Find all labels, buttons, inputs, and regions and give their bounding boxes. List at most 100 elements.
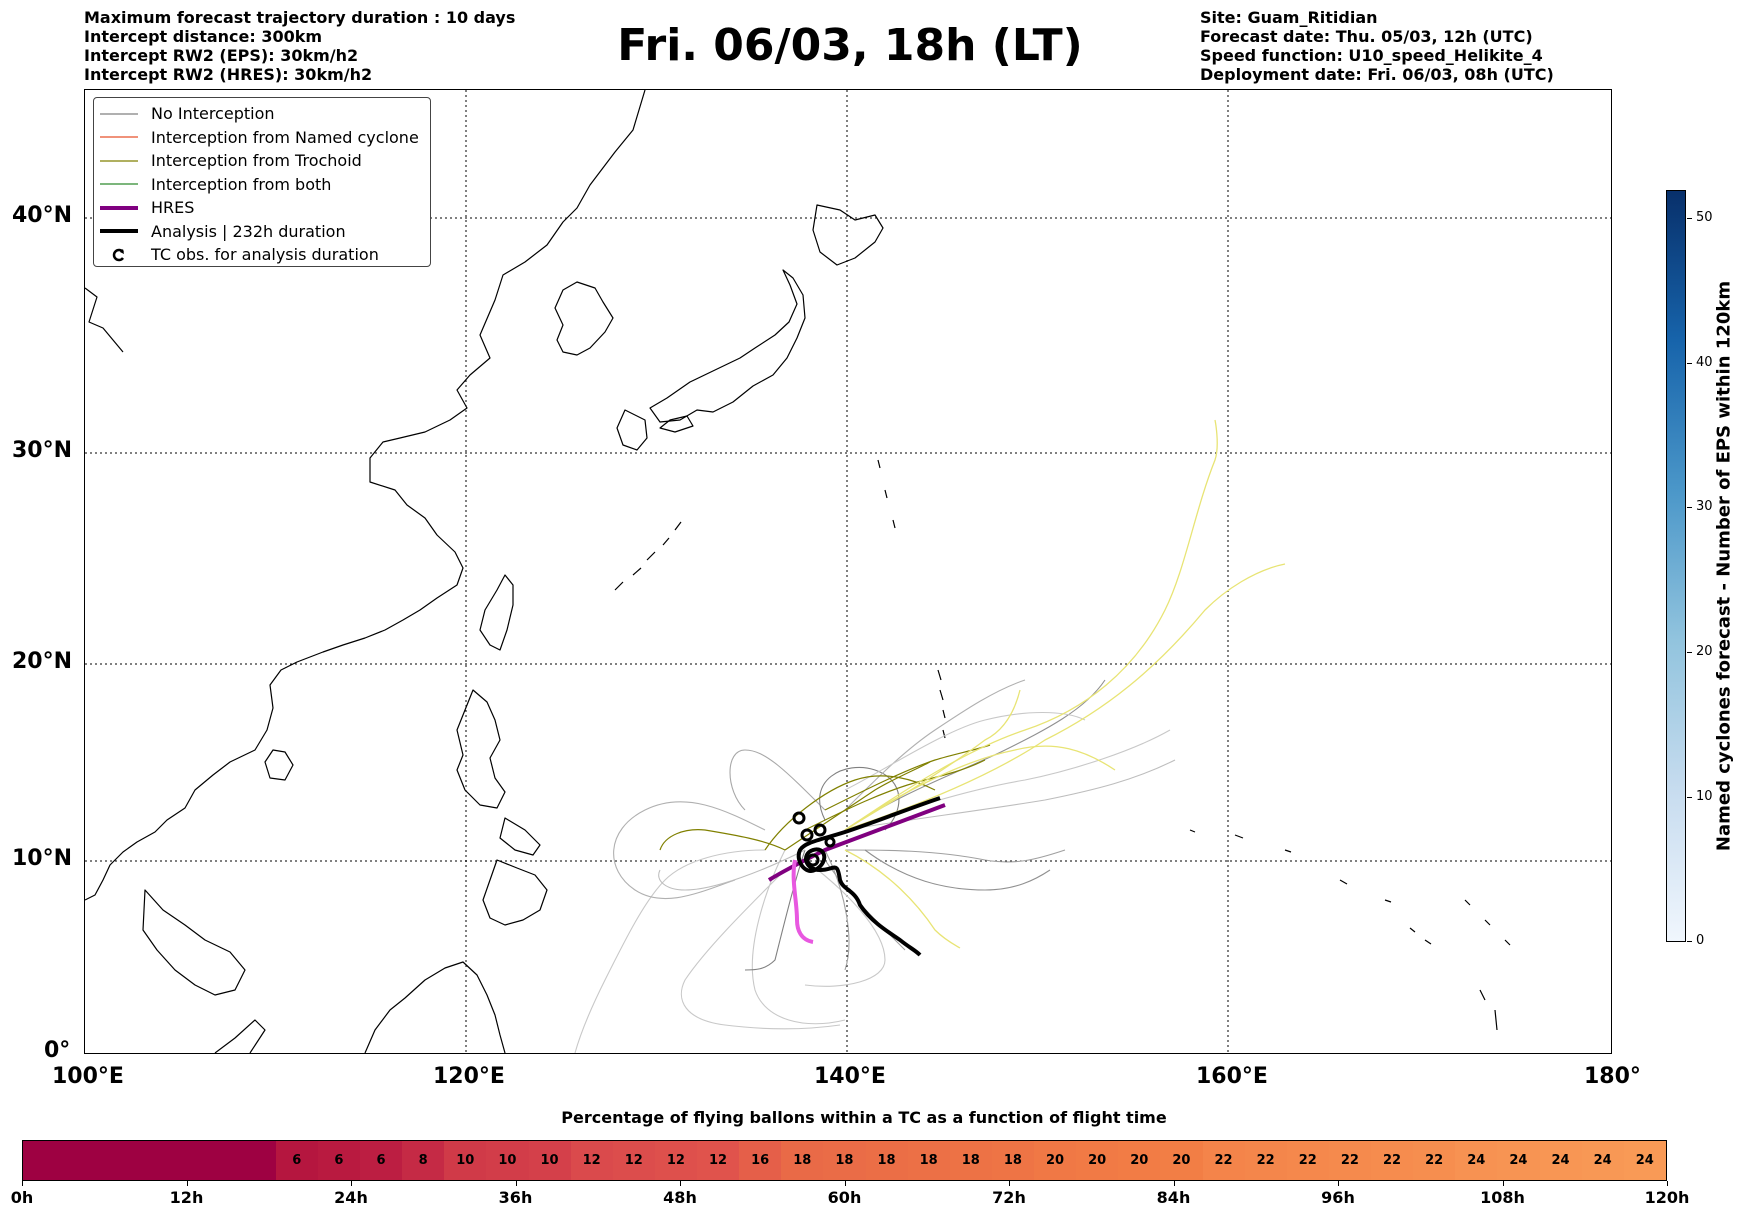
time-colorbar-cell: 10: [486, 1141, 529, 1180]
legend-label: TC obs. for analysis duration: [151, 245, 379, 265]
time-colorbar-cell: 22: [1328, 1141, 1371, 1180]
korea-coast: [554, 281, 614, 356]
legend-item-analysis: Analysis | 232h duration: [94, 220, 430, 244]
time-colorbar-tick: [1338, 1181, 1339, 1186]
time-colorbar-tick-label: 24h: [334, 1188, 368, 1207]
legend-item-no-interception: No Interception: [94, 102, 430, 126]
time-colorbar-tick-label: 120h: [1644, 1188, 1690, 1207]
time-colorbar-cell: 18: [949, 1141, 992, 1180]
hres-trajectory: [767, 803, 946, 944]
mariana-chain: [937, 669, 946, 739]
marshall-islands: [1464, 899, 1511, 1031]
hokkaido-coast: [812, 204, 884, 266]
time-colorbar-cell: 20: [1118, 1141, 1161, 1180]
time-colorbar-tick: [351, 1181, 352, 1186]
borneo-coast: [364, 961, 506, 1053]
header-left-line: Intercept RW2 (EPS): 30km/h2: [84, 46, 359, 65]
lat-label-20: 20°N: [12, 649, 73, 674]
lat-label-40: 40°N: [12, 203, 73, 228]
lon-label-160: 160°E: [1196, 1064, 1268, 1089]
time-colorbar-tick: [1009, 1181, 1010, 1186]
header-left-info: Maximum forecast trajectory duration : 1…: [84, 8, 515, 84]
time-colorbar-cell: [233, 1141, 276, 1180]
time-colorbar-cell: [23, 1141, 66, 1180]
time-colorbar-tick-label: 96h: [1321, 1188, 1355, 1207]
time-colorbar-cell: 18: [907, 1141, 950, 1180]
header-right-line: Speed function: U10_speed_Helikite_4: [1200, 46, 1543, 65]
legend-label: Analysis | 232h duration: [151, 221, 346, 241]
legend-swatch: [100, 204, 138, 212]
mindanao-coast: [482, 859, 548, 926]
time-colorbar-cell: 6: [360, 1141, 403, 1180]
ryukyu-chain: [614, 521, 682, 591]
lon-label-180: 180°: [1584, 1064, 1641, 1089]
colorbar-vertical: [1666, 190, 1686, 942]
map-legend: No Interception Interception from Named …: [93, 97, 431, 267]
time-colorbar-cell: 22: [1371, 1141, 1414, 1180]
time-colorbar-tick-label: 108h: [1480, 1188, 1525, 1207]
time-colorbar-cell: 24: [1497, 1141, 1540, 1180]
time-colorbar-tick: [22, 1181, 23, 1186]
colorbar-tick: [1687, 218, 1692, 219]
time-colorbar-title: Percentage of flying ballons within a TC…: [561, 1108, 1167, 1127]
eps-trajectories-yellow: [844, 419, 1286, 949]
page-title: Fri. 06/03, 18h (LT): [617, 20, 1083, 71]
time-colorbar-tick: [1667, 1181, 1668, 1186]
lon-label-100: 100°E: [52, 1064, 124, 1089]
time-colorbar-cell: 12: [570, 1141, 613, 1180]
lat-label-0: 0°: [44, 1038, 71, 1063]
time-colorbar-cell: 12: [697, 1141, 740, 1180]
vietnam-south-coast: [142, 889, 246, 996]
time-colorbar-cell: 22: [1413, 1141, 1456, 1180]
eps-trajectories-no-interception: [574, 679, 1176, 1053]
time-colorbar-cell: 24: [1539, 1141, 1582, 1180]
colorbar-tick-label: 30: [1696, 499, 1713, 514]
colorbar-tick-label: 0: [1696, 933, 1705, 948]
time-colorbar-tick-label: 60h: [827, 1188, 862, 1207]
luzon-coast: [456, 689, 506, 809]
time-colorbar-tick-label: 36h: [498, 1188, 533, 1207]
time-colorbar-cell: 10: [528, 1141, 571, 1180]
colorbar-vertical-label: Named cyclones forecast - Number of EPS …: [1713, 280, 1735, 852]
tc-symbol-icon: [100, 247, 138, 263]
time-colorbar-tick-label: 84h: [1156, 1188, 1191, 1207]
legend-swatch: [100, 134, 138, 140]
eps-trajectories-trochoid: [659, 744, 991, 851]
legend-item-hres: HRES: [94, 196, 430, 220]
kyushu-coast: [616, 409, 648, 451]
colorbar-tick: [1687, 797, 1692, 798]
time-colorbar-cell: [107, 1141, 150, 1180]
header-left-line: Intercept distance: 300km: [84, 27, 323, 46]
time-colorbar-cell: 10: [444, 1141, 487, 1180]
colorbar-tick: [1687, 941, 1692, 942]
legend-swatch: [100, 158, 138, 164]
colorbar-tick: [1687, 363, 1692, 364]
time-colorbar-cell: [149, 1141, 192, 1180]
honshu-coast: [649, 269, 806, 423]
time-colorbar-tick: [680, 1181, 681, 1186]
colorbar-tick-label: 50: [1696, 210, 1713, 225]
legend-swatch: [100, 227, 138, 235]
visayas-coast: [499, 817, 541, 856]
time-colorbar-cell: [191, 1141, 234, 1180]
taiwan-coast: [479, 574, 514, 651]
time-colorbar-tick: [844, 1181, 846, 1186]
analysis-trajectory: [796, 796, 941, 957]
hainan-coast: [264, 749, 294, 781]
coastlines: [85, 90, 1511, 1053]
time-colorbar-cell: 24: [1581, 1141, 1624, 1180]
legend-item-named-cyclone: Interception from Named cyclone: [94, 126, 430, 150]
legend-item-tc-obs: TC obs. for analysis duration: [94, 243, 430, 267]
lat-label-10: 10°N: [12, 846, 73, 871]
time-colorbar-tick-label: 48h: [663, 1188, 697, 1207]
legend-label: Interception from both: [151, 174, 332, 194]
time-colorbar-cell: 24: [1455, 1141, 1498, 1180]
lon-label-120: 120°E: [433, 1064, 505, 1089]
time-colorbar-tick-label: 12h: [169, 1188, 204, 1207]
legend-item-both: Interception from both: [94, 173, 430, 197]
time-colorbar-cell: 22: [1244, 1141, 1287, 1180]
time-colorbar-cell: 20: [1034, 1141, 1077, 1180]
map-canvas[interactable]: [85, 90, 1611, 1053]
time-colorbar-tick: [515, 1181, 517, 1186]
time-colorbar: 6 6 6 8 10 10 10 12 12 12 12 16 18 18 18 18 18 18 20 20 20 20…: [22, 1140, 1667, 1181]
